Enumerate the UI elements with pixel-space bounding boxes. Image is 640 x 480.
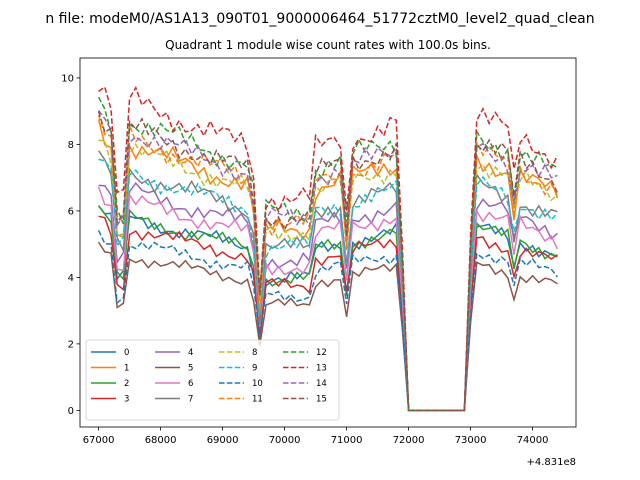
series-line-13: [98, 85, 559, 412]
x-tick-label: 72000: [393, 435, 425, 446]
series-line-5: [97, 241, 558, 412]
legend-label-0: 0: [124, 348, 129, 358]
x-tick-label: 71000: [331, 435, 363, 446]
legend-label-5: 5: [188, 364, 193, 374]
series-line-9: [98, 158, 558, 412]
axes-frame: [79, 57, 577, 428]
x-tick-label: 70000: [269, 435, 301, 446]
series-line-6: [97, 186, 559, 412]
legend-label-3: 3: [124, 395, 129, 405]
x-tick-label: 73000: [455, 435, 487, 446]
y-axis: 0 2 4 6 8 10: [61, 73, 80, 417]
legend-label-7: 7: [188, 395, 193, 405]
y-tick-label: 0: [68, 406, 74, 417]
legend-label-4: 4: [188, 348, 193, 358]
legend-label-6: 6: [188, 379, 193, 389]
series-line-11: [97, 114, 559, 412]
legend-label-15: 15: [316, 395, 327, 405]
legend-label-2: 2: [124, 379, 129, 389]
y-tick-label: 2: [68, 339, 74, 350]
legend-label-13: 13: [316, 364, 327, 374]
legend-label-12: 12: [316, 348, 327, 358]
x-tick-label: 67000: [83, 435, 115, 446]
series-line-8: [98, 139, 558, 412]
series-line-12: [97, 96, 558, 412]
x-offset-label: +4.831e8: [526, 457, 576, 468]
legend-label-11: 11: [252, 395, 263, 405]
x-tick-label: 74000: [517, 435, 549, 446]
x-tick-label: 68000: [145, 435, 177, 446]
series-line-15: [97, 111, 559, 412]
y-tick-label: 8: [68, 140, 74, 151]
figure-suptitle: n file: modeM0/AS1A13_090T01_9000006464_…: [45, 11, 594, 27]
chart-title: Quadrant 1 module wise count rates with …: [165, 38, 491, 52]
x-tick-label: 69000: [207, 435, 239, 446]
legend-label-10: 10: [252, 379, 263, 389]
series-line-3: [98, 215, 558, 412]
legend-box: [85, 339, 340, 421]
legend-label-14: 14: [316, 379, 327, 389]
y-tick-label: 6: [68, 206, 74, 217]
plot-lines: [97, 85, 559, 412]
y-tick-label: 4: [68, 273, 74, 284]
series-line-10: [97, 229, 558, 412]
series-line-2: [98, 205, 558, 412]
legend-label-9: 9: [252, 364, 257, 374]
legend-label-8: 8: [252, 348, 257, 358]
y-tick-label: 10: [61, 73, 74, 84]
series-line-14: [98, 110, 558, 412]
x-axis: 67000 68000 69000 70000 71000 72000 73000 74000: [83, 427, 549, 446]
legend-label-1: 1: [124, 364, 129, 374]
series-line-4: [98, 181, 558, 412]
